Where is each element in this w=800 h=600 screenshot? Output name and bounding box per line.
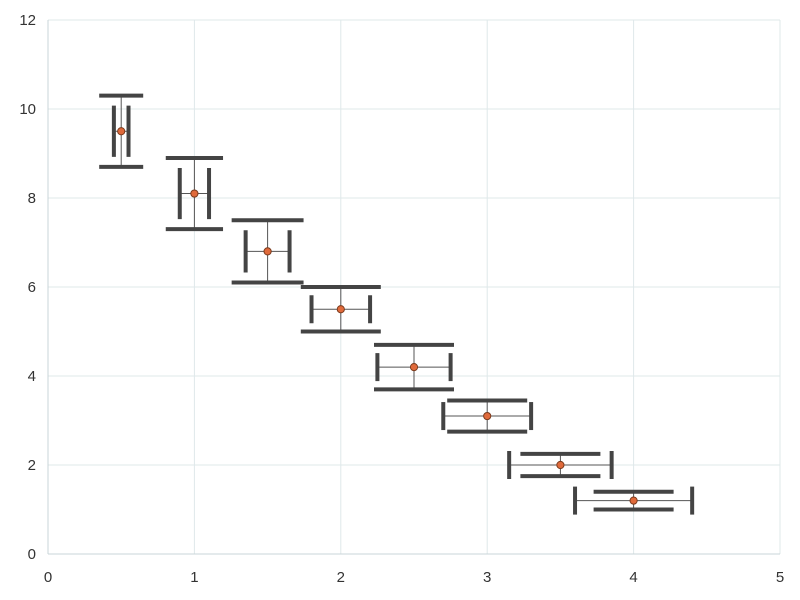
x-tick-label: 4 [629, 569, 637, 586]
data-point [117, 127, 126, 136]
data-point [483, 411, 492, 421]
data-point [629, 496, 638, 505]
data-point-group-4 [374, 342, 454, 392]
y-tick-label: 6 [28, 279, 36, 296]
y-tick-label: 12 [19, 12, 36, 29]
data-point-group-6 [507, 451, 614, 479]
y-tick-label: 0 [28, 546, 36, 563]
y-tick-label: 2 [28, 457, 36, 474]
y-tick-label: 10 [19, 101, 36, 118]
y-tick-label: 4 [28, 368, 36, 385]
data-point-group-7 [573, 486, 695, 515]
data-point [556, 460, 565, 470]
axes [47, 20, 780, 555]
data-series [99, 93, 695, 515]
data-point-group-2 [231, 218, 304, 285]
data-point-group-1 [165, 155, 224, 232]
y-tick-label: 8 [28, 190, 36, 207]
grid [47, 19, 781, 555]
data-point [190, 189, 199, 198]
data-point [336, 305, 345, 314]
x-tick-label: 1 [190, 569, 198, 586]
data-point-group-3 [300, 285, 381, 334]
data-point [263, 247, 272, 256]
x-tick-label: 0 [44, 569, 52, 586]
x-tick-label: 3 [483, 569, 491, 586]
x-tick-label: 5 [776, 569, 784, 586]
data-point-group-0 [99, 93, 144, 169]
x-tick-label: 2 [337, 569, 345, 586]
data-point-group-5 [441, 398, 534, 434]
data-point [409, 363, 419, 372]
